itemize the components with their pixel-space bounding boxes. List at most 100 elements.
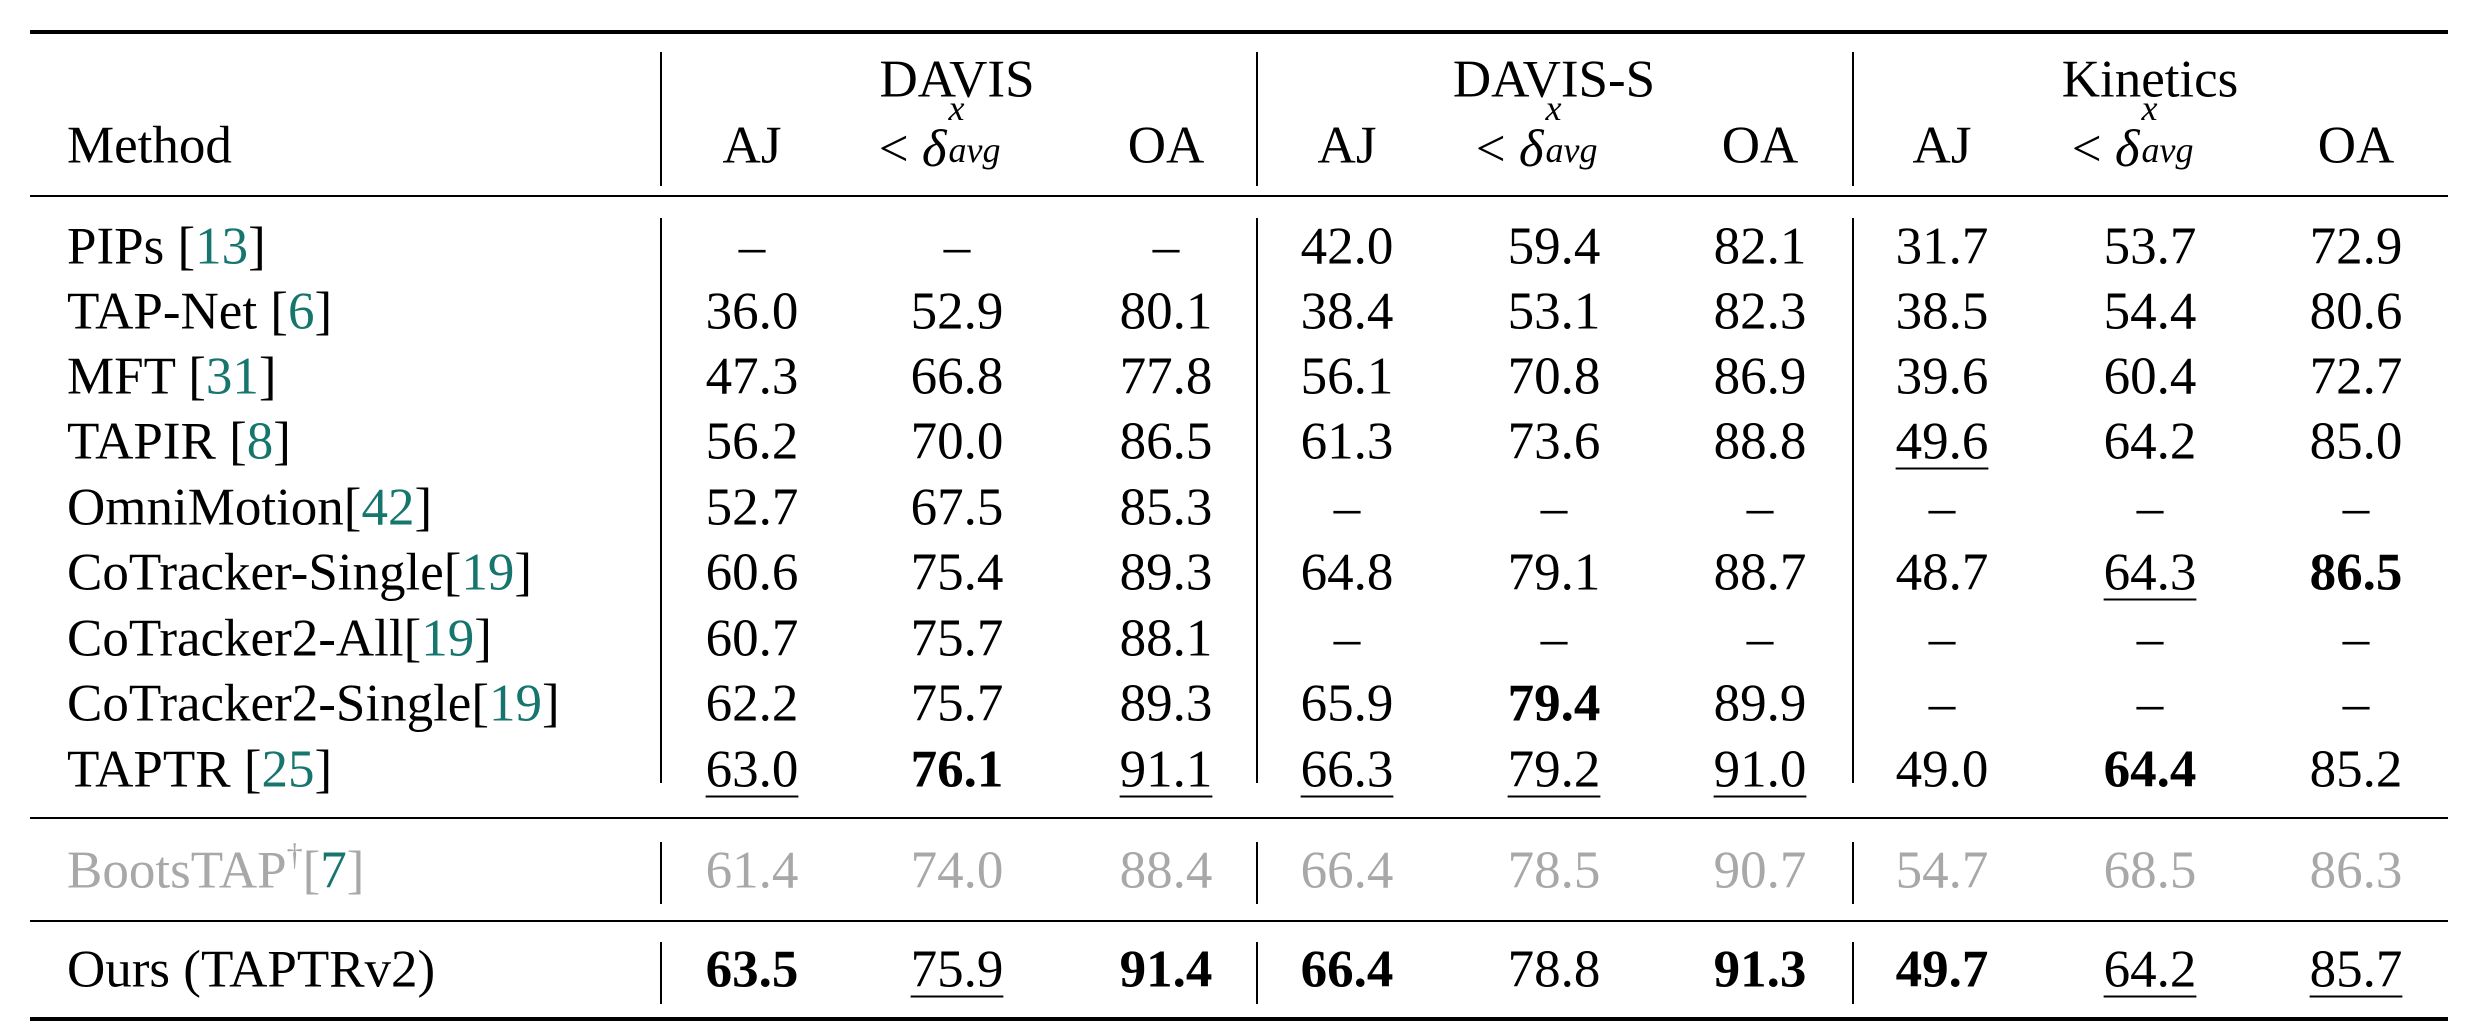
value-cell: 74.0	[910, 841, 1004, 900]
value-cell: 79.1	[1507, 543, 1601, 602]
separator-davis	[1256, 942, 1258, 1004]
value-cell: 52.9	[910, 282, 1004, 341]
method-label: OmniMotion[	[67, 478, 362, 537]
method-label: BootsTAP	[67, 841, 287, 900]
value-cell: 31.7	[1895, 217, 1989, 276]
separator-davis	[1256, 52, 1258, 186]
value-cell: 56.2	[705, 412, 799, 471]
group-header-kinetics: Kinetics	[2061, 50, 2239, 109]
citation-link[interactable]: 7	[320, 841, 347, 900]
method-label: TAPTR [	[67, 740, 262, 799]
citation-link[interactable]: 31	[205, 347, 259, 406]
citation-close: ]	[474, 609, 492, 668]
citation-close: ]	[314, 282, 333, 341]
citation-link[interactable]: 19	[461, 543, 515, 602]
method-name: Ours (TAPTRv2)	[67, 940, 436, 999]
value-cell: 70.8	[1507, 347, 1601, 406]
method-name: MFT [31]	[67, 347, 277, 406]
separator-method	[660, 842, 662, 904]
separator-davis-s	[1852, 842, 1854, 904]
value-cell: 91.1	[1119, 740, 1213, 799]
citation-link[interactable]: 8	[246, 412, 274, 471]
method-label: PIPs [	[67, 217, 196, 276]
method-header: Method	[67, 116, 232, 175]
citation-link[interactable]: 42	[361, 478, 415, 537]
value-cell: –	[1928, 674, 1956, 733]
value-cell: 38.4	[1300, 282, 1394, 341]
value-cell: 85.2	[2309, 740, 2403, 799]
value-cell: 61.3	[1300, 412, 1394, 471]
less-than-symbol: <	[878, 120, 922, 178]
value-cell: 42.0	[1300, 217, 1394, 276]
metric-header-oa: OA	[1721, 116, 1799, 175]
value-cell: 49.6	[1895, 412, 1989, 471]
metric-header-aj: AJ	[1317, 116, 1377, 175]
value-cell: 63.0	[705, 740, 799, 799]
value-cell: 75.7	[910, 674, 1004, 733]
citation-link[interactable]: 19	[488, 674, 542, 733]
value-cell: 59.4	[1507, 217, 1601, 276]
metric-header-aj: AJ	[1912, 116, 1972, 175]
separator-davis-s	[1852, 218, 1854, 783]
value-cell: –	[1928, 478, 1956, 537]
method-name: PIPs [13]	[67, 217, 266, 276]
value-cell: 66.8	[910, 347, 1004, 406]
delta-superscript: x	[1545, 88, 1562, 128]
citation-link[interactable]: 13	[195, 217, 249, 276]
value-cell: –	[738, 217, 766, 276]
value-cell: 68.5	[2103, 841, 2197, 900]
value-cell: –	[1333, 478, 1361, 537]
citation-close: ]	[314, 740, 333, 799]
citation-link[interactable]: 6	[287, 282, 315, 341]
value-cell: 80.1	[1119, 282, 1213, 341]
value-cell: 86.5	[2309, 543, 2403, 602]
value-cell: 75.9	[910, 940, 1004, 999]
group-header-davis-s: DAVIS-S	[1452, 50, 1656, 109]
value-cell: 82.1	[1713, 217, 1807, 276]
method-name: OmniMotion[42]	[67, 478, 432, 537]
method-name: TAP-Net [6]	[67, 282, 333, 341]
value-cell: 82.3	[1713, 282, 1807, 341]
method-label: MFT [	[67, 347, 206, 406]
value-cell: 73.6	[1507, 412, 1601, 471]
citation-close: ]	[248, 217, 266, 276]
value-cell: 38.5	[1895, 282, 1989, 341]
value-cell: –	[2136, 609, 2164, 668]
delta-scripts: x avg	[947, 90, 1057, 168]
delta-subscript: avg	[2141, 130, 2194, 170]
value-cell: –	[943, 217, 971, 276]
value-cell: 64.8	[1300, 543, 1394, 602]
value-cell: 85.7	[2309, 940, 2403, 999]
value-cell: 72.7	[2309, 347, 2403, 406]
value-cell: 91.0	[1713, 740, 1807, 799]
value-cell: –	[1540, 478, 1568, 537]
value-cell: 78.5	[1507, 841, 1601, 900]
method-label: TAP-Net [	[67, 282, 288, 341]
method-label: Ours (TAPTRv2)	[67, 940, 436, 999]
value-cell: 64.2	[2103, 412, 2197, 471]
value-cell: –	[1540, 609, 1568, 668]
bottom-rule	[30, 1017, 2448, 1021]
citation-close: ]	[541, 674, 560, 733]
citation-link[interactable]: 19	[421, 609, 475, 668]
value-cell: 54.4	[2103, 282, 2197, 341]
value-cell: 48.7	[1895, 543, 1989, 602]
citation-close: ]	[258, 347, 277, 406]
value-cell: –	[2342, 478, 2370, 537]
separator-davis-s	[1852, 942, 1854, 1004]
citation-close: ]	[273, 412, 291, 471]
method-label: CoTracker2-Single[	[67, 674, 489, 733]
method-name: CoTracker2-All[19]	[67, 609, 492, 668]
less-than-symbol: <	[2071, 120, 2115, 178]
value-cell: 60.7	[705, 609, 799, 668]
value-cell: 39.6	[1895, 347, 1989, 406]
method-name: CoTracker-Single[19]	[67, 543, 532, 602]
value-cell: 79.4	[1507, 674, 1601, 733]
method-label: CoTracker-Single[	[67, 543, 462, 602]
value-cell: 86.3	[2309, 841, 2403, 900]
method-name: TAPIR [8]	[67, 412, 291, 471]
value-cell: 66.3	[1300, 740, 1394, 799]
separator-method	[660, 218, 662, 783]
group-header-davis: DAVIS	[879, 50, 1035, 109]
citation-link[interactable]: 25	[261, 740, 315, 799]
